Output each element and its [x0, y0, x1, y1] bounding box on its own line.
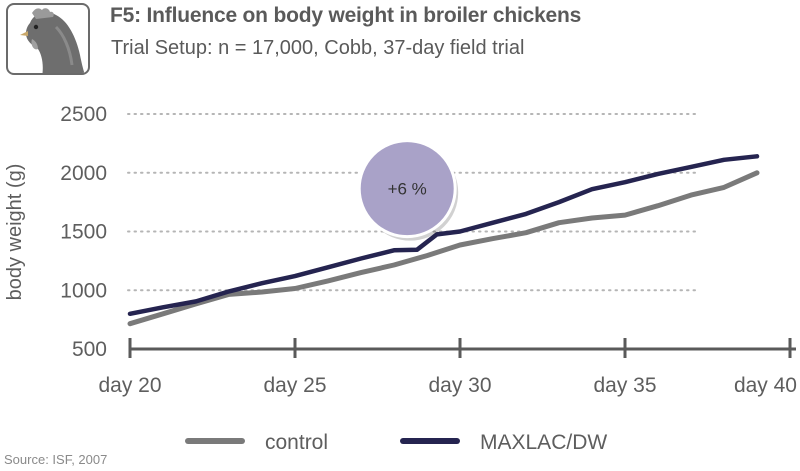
y-tick-label: 1000 — [60, 279, 107, 302]
x-axis-ticks: day 20 day 25 day 30 day 35 day 40 — [98, 338, 797, 397]
annotation-bubble — [357, 139, 457, 239]
legend: control MAXLAC/DW — [185, 431, 607, 454]
series-line-maxlac-dw — [127, 154, 760, 317]
legend-label: control — [265, 431, 328, 454]
annotation: +6 % — [357, 139, 459, 241]
x-tick-label: day 20 — [98, 374, 161, 397]
series-lines — [127, 154, 760, 327]
x-tick-label: day 25 — [263, 374, 326, 397]
x-tick-label: day 30 — [428, 374, 491, 397]
y-tick-label: 1500 — [60, 221, 107, 244]
source-note: Source: ISF, 2007 — [4, 452, 108, 467]
x-tick-label: day 35 — [593, 374, 656, 397]
y-tick-label: 2000 — [60, 162, 107, 185]
chart-title: F5: Influence on body weight in broiler … — [110, 4, 582, 27]
y-axis-label: body weight (g) — [4, 164, 26, 301]
y-tick-label: 2500 — [60, 103, 107, 126]
series-line-control — [127, 170, 760, 327]
chart-subtitle: Trial Setup: n = 17,000, Cobb, 37-day fi… — [111, 37, 525, 59]
chicken-logo — [6, 3, 90, 75]
y-tick-label: 500 — [72, 338, 107, 361]
x-tick-label: day 40 — [734, 374, 797, 397]
chicken-head-icon — [20, 8, 85, 73]
y-axis-ticks: 500 1000 1500 2000 2500 — [60, 103, 107, 361]
legend-label: MAXLAC/DW — [480, 431, 607, 454]
annotation-label: +6 % — [388, 180, 427, 199]
